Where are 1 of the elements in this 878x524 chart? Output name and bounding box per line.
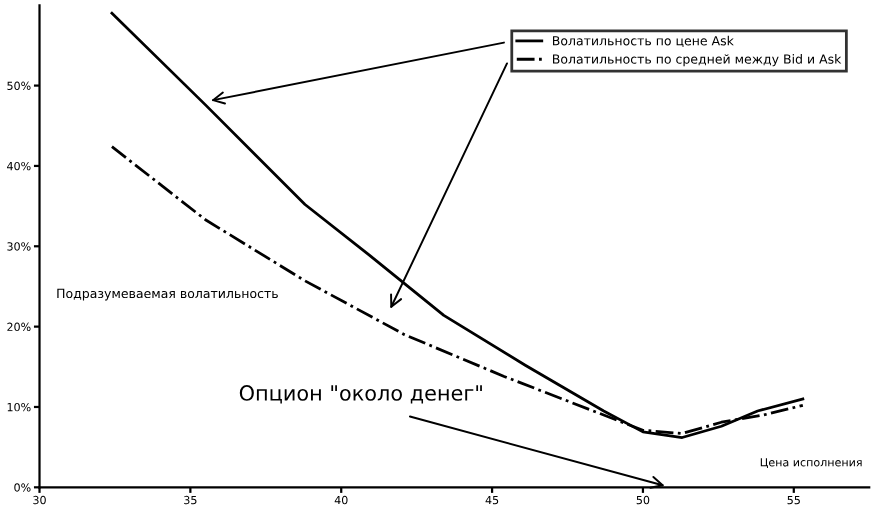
annotation: Опцион "около денег" bbox=[239, 385, 482, 404]
